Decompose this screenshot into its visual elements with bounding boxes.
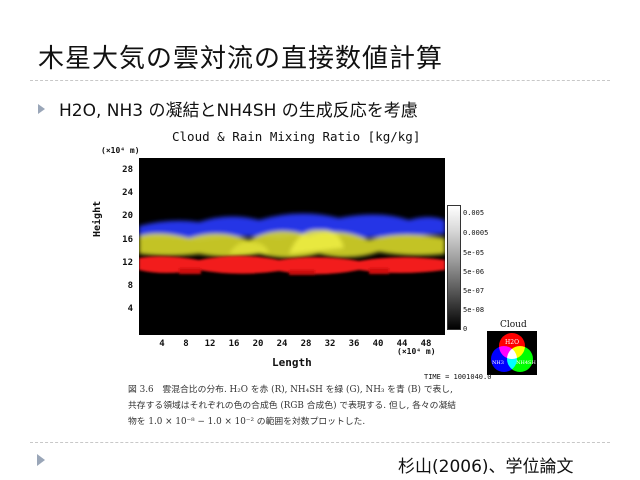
colorbar	[447, 205, 461, 330]
h2o-rain-2	[289, 270, 315, 275]
x-axis-label: Length	[272, 356, 312, 369]
bullet-text: H2O, NH3 の凝結とNH4SH の生成反応を考慮	[59, 101, 418, 121]
x-unit: (×10⁴ m)	[397, 347, 436, 356]
colorbar-label: 5e-07	[463, 287, 485, 295]
time-label: TIME = 1001040.0	[424, 373, 492, 381]
y-tick: 12	[122, 258, 133, 268]
figure-title: Cloud & Rain Mixing Ratio [kg/kg]	[172, 129, 421, 144]
x-tick: 36	[348, 339, 360, 349]
nh3-label: NH3	[492, 360, 504, 366]
cloud-plot-area	[139, 158, 445, 335]
y-unit: (×10⁴ m)	[101, 146, 140, 155]
h2o-rain-3	[369, 268, 389, 274]
y-tick: 8	[127, 281, 133, 291]
x-tick: 20	[252, 339, 264, 349]
y-tick: 20	[122, 211, 133, 221]
caption-line: 物を 1.0 × 10⁻⁸ − 1.0 × 10⁻² の範囲を対数プロットした.	[128, 417, 366, 427]
x-tick: 8	[183, 339, 189, 349]
colorbar-label: 5e-08	[463, 306, 485, 314]
nh4sh-circle	[507, 346, 533, 372]
citation: 杉山(2006)、学位論文	[398, 457, 574, 477]
y-tick: 16	[122, 235, 133, 245]
h2o-rain-1	[179, 268, 201, 274]
x-tick: 48	[420, 339, 432, 349]
caption-line: 共存する領域はそれぞれの色の合成色 (RGB 合成色) で表現する. 但し, 各…	[128, 401, 457, 411]
h2o-cloud-band	[139, 256, 445, 275]
x-tick: 28	[300, 339, 312, 349]
colorbar-label: 0.0005	[463, 229, 489, 237]
slide-title: 木星大気の雲対流の直接数値計算	[38, 44, 444, 74]
rgb-venn-legend: H2O NH3 NH4SH	[487, 331, 537, 375]
y-tick: 24	[122, 188, 133, 198]
caption-line: 図 3.6 雲混合比の分布. H₂O を赤 (R), NH₄SH を緑 (G),…	[128, 385, 453, 395]
footer-divider	[30, 442, 610, 443]
colorbar-label: 0.005	[463, 209, 485, 217]
h2o-label: H2O	[505, 339, 519, 346]
y-tick: 28	[122, 165, 133, 175]
x-tick: 32	[324, 339, 336, 349]
x-tick: 44	[396, 339, 408, 349]
x-tick: 40	[372, 339, 384, 349]
nh3-cloud-band	[139, 213, 445, 240]
nh4sh-plume	[289, 229, 344, 254]
colorbar-label: 5e-05	[463, 249, 485, 257]
x-tick: 4	[159, 339, 165, 349]
cloud-plot-svg	[139, 213, 445, 275]
figure-caption: 図 3.6 雲混合比の分布. H₂O を赤 (R), NH₄SH を緑 (G),…	[128, 382, 508, 430]
y-axis-label: Height	[92, 200, 103, 237]
nh4sh-plume-2	[229, 241, 269, 254]
colorbar-label: 0	[463, 325, 468, 333]
y-tick: 4	[127, 304, 133, 314]
title-divider	[30, 80, 610, 81]
nh4sh-cloud-band	[139, 230, 445, 258]
footer-triangle-icon	[37, 454, 45, 466]
bullet-triangle-icon	[38, 103, 45, 114]
x-tick: 12	[204, 339, 216, 349]
nh4sh-label: NH4SH	[516, 360, 536, 366]
x-tick: 24	[276, 339, 288, 349]
bullet-item: H2O, NH3 の凝結とNH4SH の生成反応を考慮	[38, 96, 418, 121]
colorbar-label: 5e-06	[463, 268, 485, 276]
cloud-legend-title: Cloud	[500, 320, 527, 330]
x-tick: 16	[228, 339, 240, 349]
